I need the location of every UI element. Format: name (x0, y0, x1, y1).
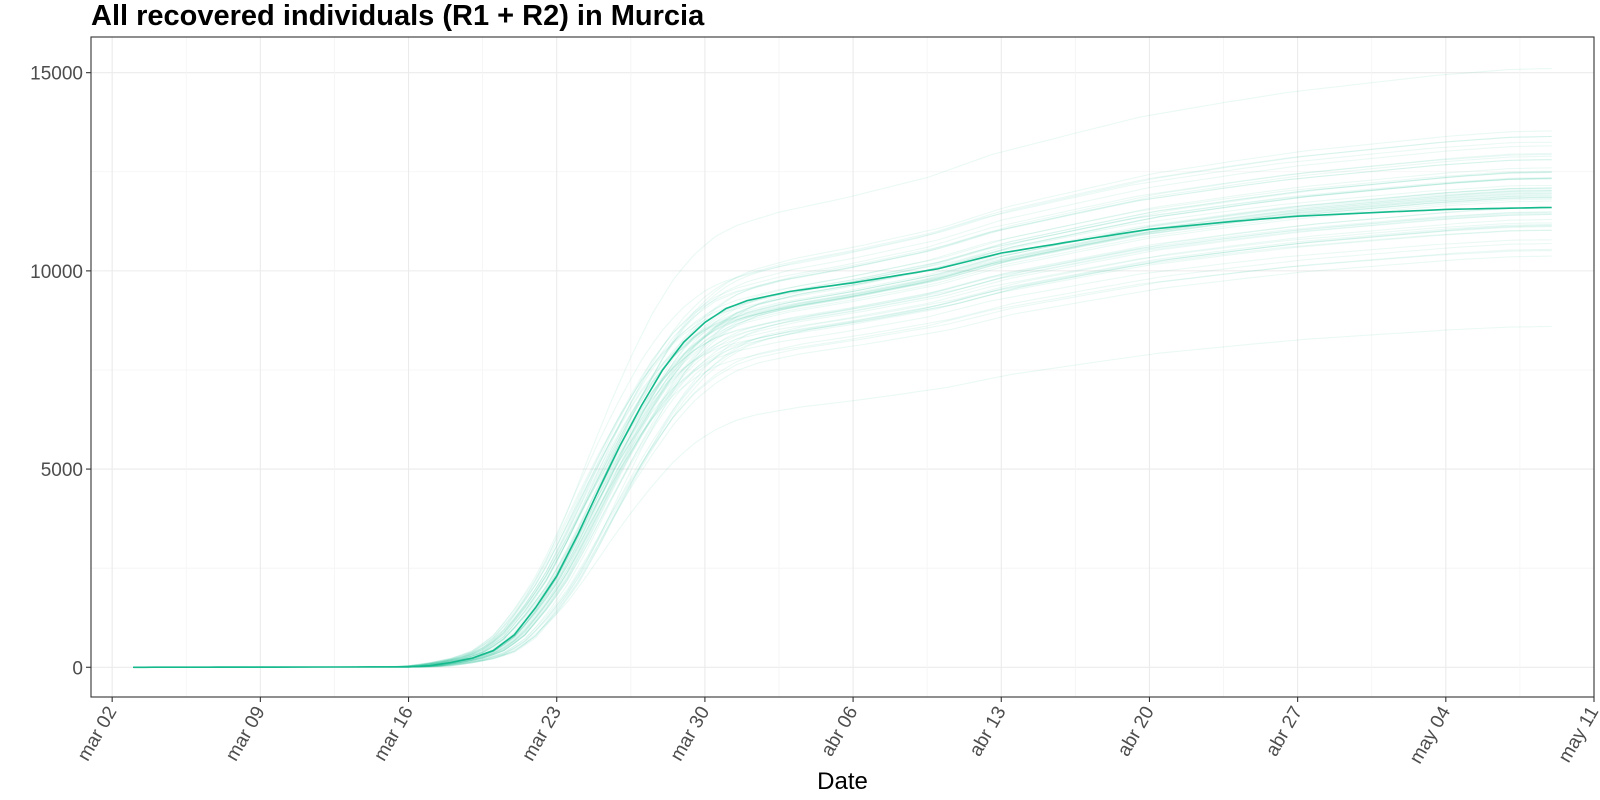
x-tick-label: mar 09 (222, 703, 270, 765)
ensemble-line (133, 177, 1552, 668)
x-tick-label: mar 23 (518, 703, 566, 765)
y-tick-label: 5000 (41, 460, 83, 481)
series-line (133, 206, 1552, 669)
x-tick-label: abr 06 (817, 703, 862, 760)
ensemble-line (133, 192, 1552, 668)
x-tick-label: abr 20 (1114, 703, 1159, 760)
y-tick-label: 10000 (30, 262, 83, 283)
ensemble-line (133, 171, 1552, 668)
x-tick-label: mar 16 (370, 703, 418, 765)
ensemble-line (133, 177, 1552, 668)
x-axis-title: Date (817, 768, 868, 795)
x-tick-label: mar 30 (666, 703, 714, 765)
ensemble-line (133, 211, 1552, 668)
x-tick-label: mar 02 (74, 703, 122, 765)
ensemble-lines (133, 68, 1552, 668)
x-tick-label: may 04 (1406, 703, 1456, 768)
x-tick-label: abr 13 (965, 703, 1010, 760)
ensemble-line (133, 154, 1552, 668)
ensemble-line (133, 242, 1552, 668)
ensemble-line (133, 170, 1552, 668)
ensemble-line (133, 197, 1552, 668)
ensemble-line (133, 177, 1552, 668)
ensemble-line (133, 171, 1552, 668)
panel-border (90, 36, 1595, 698)
ensemble-line (133, 223, 1552, 668)
ensemble-line (133, 145, 1552, 668)
ensemble-line (133, 141, 1552, 668)
ensemble-line (133, 155, 1552, 668)
ensemble-line (133, 206, 1552, 668)
y-tick-label: 15000 (30, 64, 83, 85)
ensemble-line (133, 152, 1552, 668)
ensemble-line (133, 325, 1552, 668)
ensemble-line (133, 239, 1552, 668)
ensemble-line (133, 68, 1552, 668)
ensemble-line (133, 184, 1552, 668)
chart-title: All recovered individuals (R1 + R2) in M… (91, 0, 705, 32)
ensemble-line (133, 211, 1552, 668)
series-lines (133, 206, 1552, 669)
ensemble-line (133, 222, 1552, 668)
y-tick-label: 0 (72, 658, 83, 679)
ensemble-line (133, 177, 1552, 668)
grid (91, 37, 1595, 697)
ensemble-line (133, 171, 1552, 668)
ensemble-line (133, 255, 1552, 668)
ensemble-line (133, 189, 1552, 668)
x-tick-label: may 11 (1555, 703, 1600, 766)
x-tick-label: abr 27 (1262, 703, 1307, 760)
ensemble-line (133, 187, 1552, 668)
ensemble-line (133, 207, 1552, 668)
ensemble-line (133, 192, 1552, 668)
ensemble-line (133, 213, 1552, 668)
ensemble-line (133, 195, 1552, 668)
